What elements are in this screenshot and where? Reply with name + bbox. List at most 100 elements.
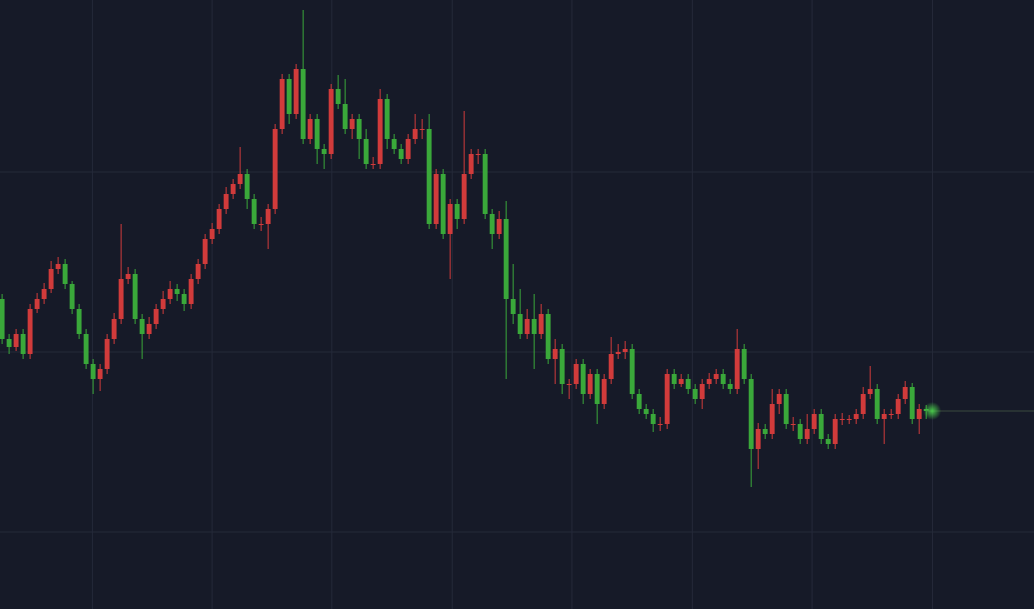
candle-body	[370, 164, 376, 165]
candle-body	[111, 319, 117, 339]
candle-body	[328, 89, 334, 154]
candle-body	[713, 374, 719, 379]
candle-body	[769, 404, 775, 434]
candle-body	[76, 309, 82, 334]
last-price-glow	[923, 402, 942, 420]
candle-body	[209, 229, 215, 239]
candle-body	[741, 349, 747, 379]
candle-body	[468, 154, 474, 174]
candle-body	[545, 314, 551, 359]
candle-body	[251, 199, 257, 224]
candle-body	[678, 379, 684, 384]
candle-body	[727, 384, 733, 389]
candle-body	[20, 334, 26, 354]
candle-body	[314, 119, 320, 149]
candle-body	[874, 389, 880, 419]
candle-body	[377, 99, 383, 164]
candle-body	[755, 429, 761, 449]
candle-body	[818, 414, 824, 439]
candle-body	[104, 339, 110, 369]
candle-body	[524, 319, 530, 334]
candle-body	[55, 264, 61, 269]
candle-body	[69, 284, 75, 309]
candle-body	[517, 314, 523, 334]
candle-body	[531, 319, 537, 334]
candle-body	[804, 429, 810, 439]
candle-body	[286, 79, 292, 114]
candle-body	[643, 409, 649, 414]
candle-body	[146, 324, 152, 334]
candle-body	[580, 364, 586, 394]
candle-body	[48, 269, 54, 289]
candle-body	[97, 369, 103, 379]
candle-body	[825, 439, 831, 444]
candle-body	[587, 374, 593, 394]
candle-body	[594, 374, 600, 404]
candle-body	[538, 314, 544, 334]
candle-body	[783, 394, 789, 424]
candle-body	[496, 219, 502, 234]
candle-body	[706, 379, 712, 384]
candle-body	[13, 334, 19, 347]
candle-body	[510, 299, 516, 314]
candle-body	[419, 129, 425, 130]
candle-body	[160, 299, 166, 309]
candle-body	[118, 279, 124, 319]
candle-body	[83, 334, 89, 364]
candle-body	[860, 394, 866, 414]
candle-body	[293, 69, 299, 114]
candle-body	[839, 419, 845, 420]
candle-body	[188, 279, 194, 304]
candle-body	[636, 394, 642, 409]
candle-body	[398, 149, 404, 159]
candle-body	[664, 374, 670, 424]
candle-body	[797, 424, 803, 439]
candle-body	[622, 349, 628, 352]
candle-body	[629, 349, 635, 394]
candle-body	[461, 174, 467, 219]
candle-body	[734, 349, 740, 389]
candle-body	[657, 424, 663, 425]
candle-body	[412, 129, 418, 139]
candle-body	[139, 319, 145, 334]
candle-body	[748, 379, 754, 449]
candle-body	[27, 309, 33, 354]
candle-body	[300, 69, 306, 139]
candle-body	[0, 299, 5, 339]
candle-body	[174, 289, 180, 294]
candle-body	[475, 154, 481, 155]
candle-body	[601, 379, 607, 404]
candle-body	[881, 414, 887, 419]
candle-body	[853, 414, 859, 419]
candle-body	[216, 209, 222, 229]
candle-body	[846, 419, 852, 420]
candle-body	[909, 387, 915, 419]
candle-body	[671, 374, 677, 384]
candle-body	[384, 99, 390, 139]
candle-body	[230, 184, 236, 194]
candle-body	[356, 119, 362, 139]
candle-body	[811, 414, 817, 429]
candle-body	[489, 214, 495, 234]
candle-body	[349, 119, 355, 129]
candle-body	[132, 274, 138, 319]
candle-body	[433, 174, 439, 224]
candle-body	[720, 374, 726, 384]
candle-body	[167, 289, 173, 299]
candle-body	[237, 174, 243, 184]
candle-body	[321, 149, 327, 154]
candle-body	[125, 274, 131, 279]
candle-body	[405, 139, 411, 159]
candle-body	[608, 354, 614, 379]
candle-body	[342, 104, 348, 129]
candle-body	[699, 384, 705, 399]
candle-body	[685, 379, 691, 389]
candle-body	[335, 89, 341, 104]
candle-body	[692, 389, 698, 399]
candle-body	[503, 219, 509, 299]
candle-body	[762, 429, 768, 434]
candle-body	[867, 389, 873, 394]
candle-body	[552, 349, 558, 359]
